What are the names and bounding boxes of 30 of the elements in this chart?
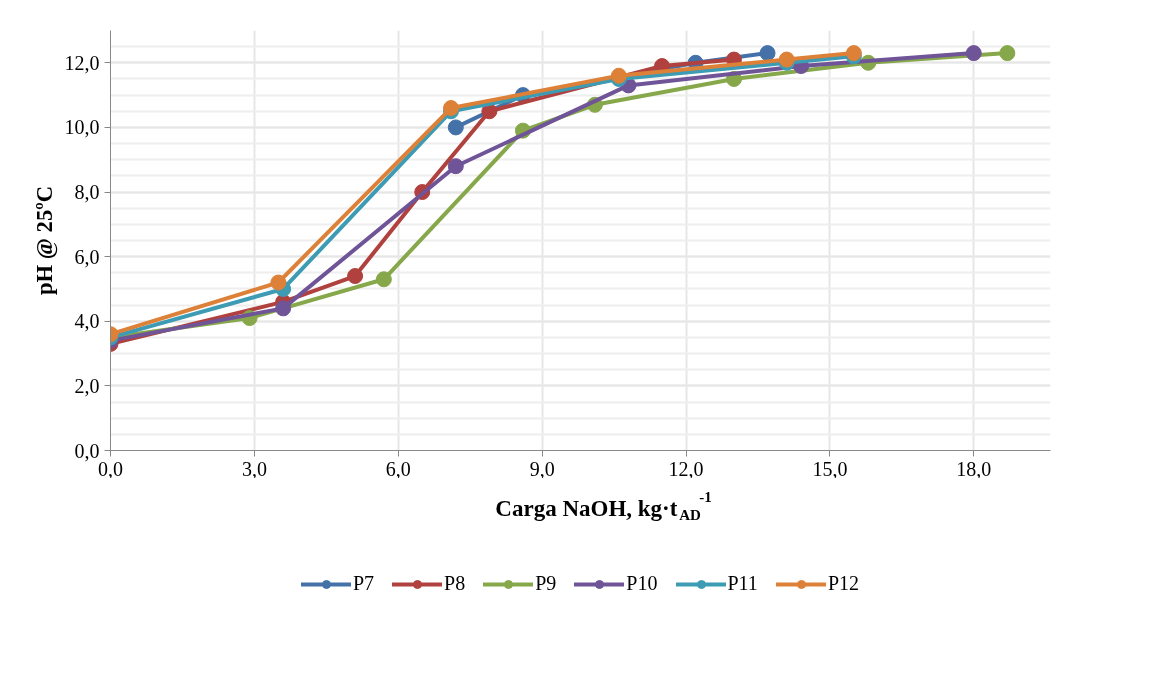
x-tick-label: 15,0 <box>812 457 848 480</box>
legend-label: P7 <box>352 572 375 595</box>
point <box>965 45 982 62</box>
point <box>275 300 292 317</box>
y-tick-label: 12,0 <box>64 51 100 74</box>
point <box>759 45 776 62</box>
y-tick-label: 4,0 <box>74 310 100 333</box>
point <box>999 45 1016 62</box>
y-tick-label: 8,0 <box>74 181 100 204</box>
point <box>347 268 364 285</box>
y-axis-title: pH @ 25ºC <box>31 185 58 296</box>
legend-label: P9 <box>535 572 557 595</box>
point <box>447 119 464 136</box>
x-tick-label: 6,0 <box>385 457 411 480</box>
x-tick-label: 12,0 <box>668 457 704 480</box>
y-tick-label: 6,0 <box>74 245 100 268</box>
legend-label: P11 <box>727 572 758 595</box>
legend-label: P8 <box>444 572 466 595</box>
point <box>375 271 392 288</box>
x-tick-label: 0,0 <box>98 457 123 480</box>
x-tick-label: 18,0 <box>956 457 992 480</box>
point <box>447 158 464 175</box>
x-tick-label: 9,0 <box>529 457 555 480</box>
legend-label: P12 <box>827 572 860 595</box>
y-tick-label: 2,0 <box>74 374 100 397</box>
y-tick-label: 10,0 <box>64 116 100 139</box>
x-tick-label: 3,0 <box>241 457 267 480</box>
point <box>270 274 287 291</box>
legend-label: P10 <box>626 572 658 595</box>
y-tick-label: 0,0 <box>74 439 100 462</box>
